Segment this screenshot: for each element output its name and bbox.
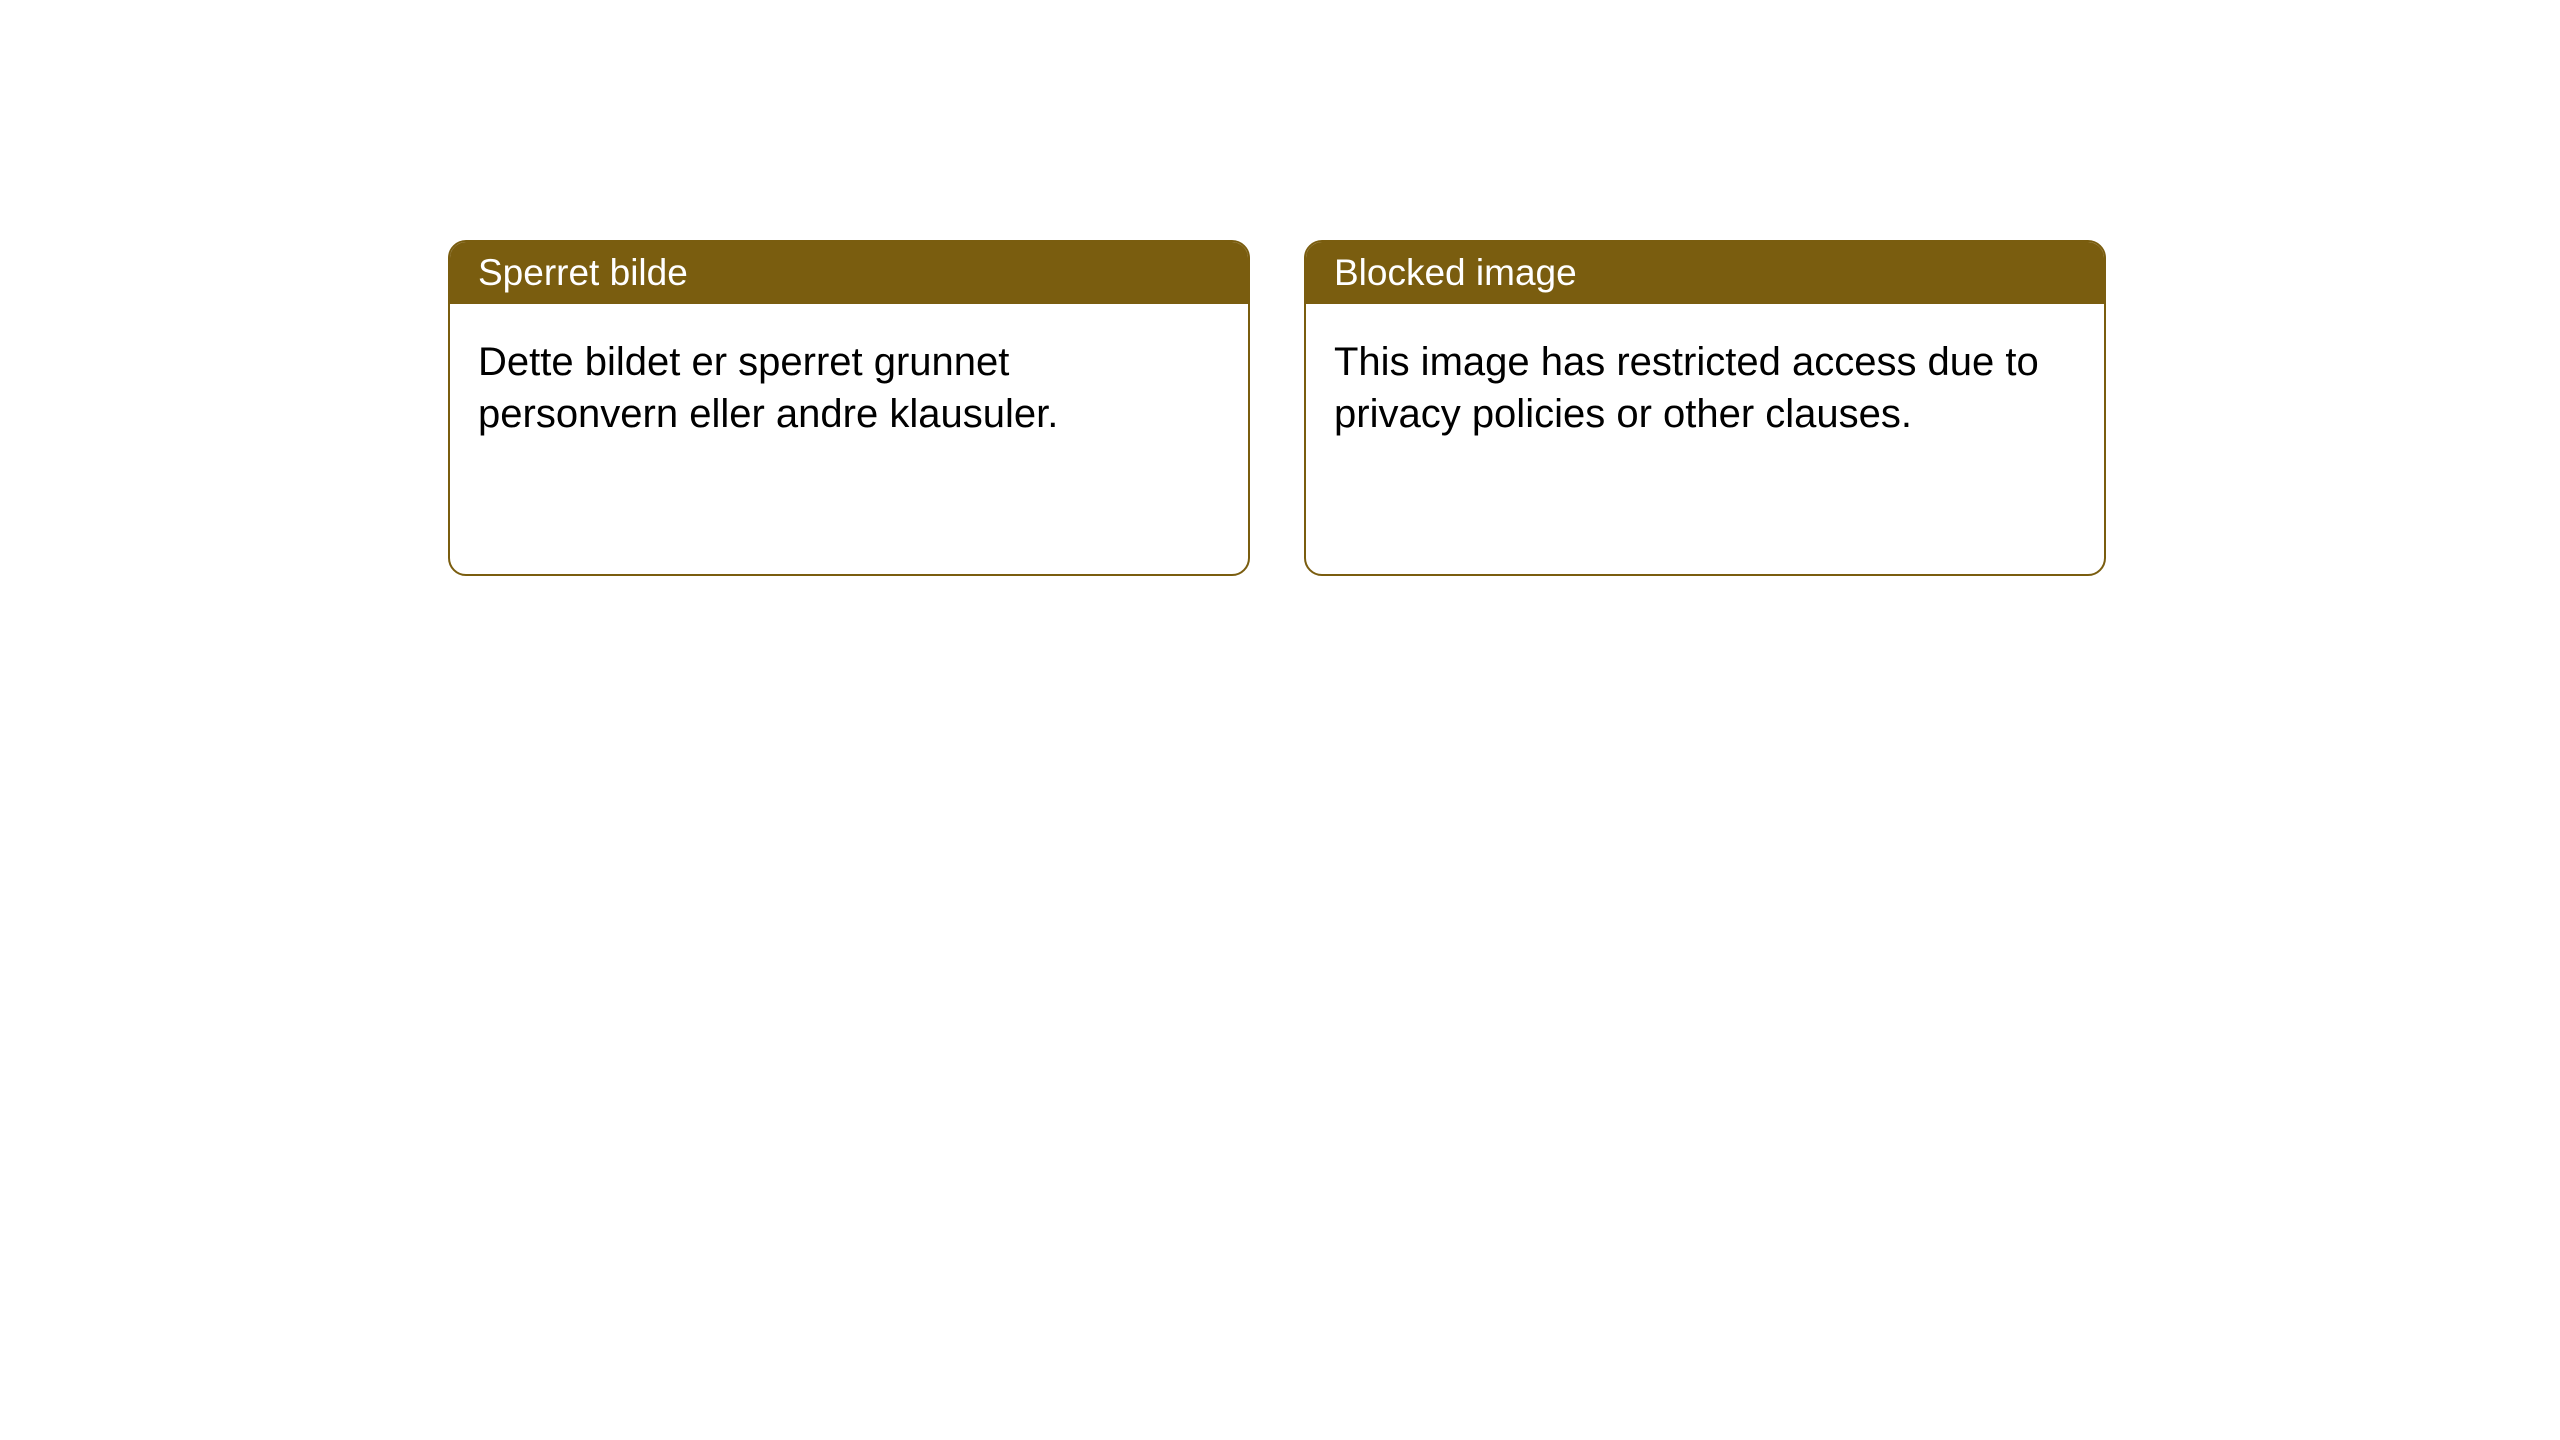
notice-body: This image has restricted access due to … <box>1306 304 2104 574</box>
notice-body: Dette bildet er sperret grunnet personve… <box>450 304 1248 574</box>
notice-header: Sperret bilde <box>450 242 1248 304</box>
notice-body-text: Dette bildet er sperret grunnet personve… <box>478 340 1058 436</box>
notice-container: Sperret bilde Dette bildet er sperret gr… <box>0 0 2560 576</box>
notice-card-english: Blocked image This image has restricted … <box>1304 240 2106 576</box>
notice-title: Sperret bilde <box>478 252 688 293</box>
notice-header: Blocked image <box>1306 242 2104 304</box>
notice-card-norwegian: Sperret bilde Dette bildet er sperret gr… <box>448 240 1250 576</box>
notice-body-text: This image has restricted access due to … <box>1334 340 2039 436</box>
notice-title: Blocked image <box>1334 252 1577 293</box>
